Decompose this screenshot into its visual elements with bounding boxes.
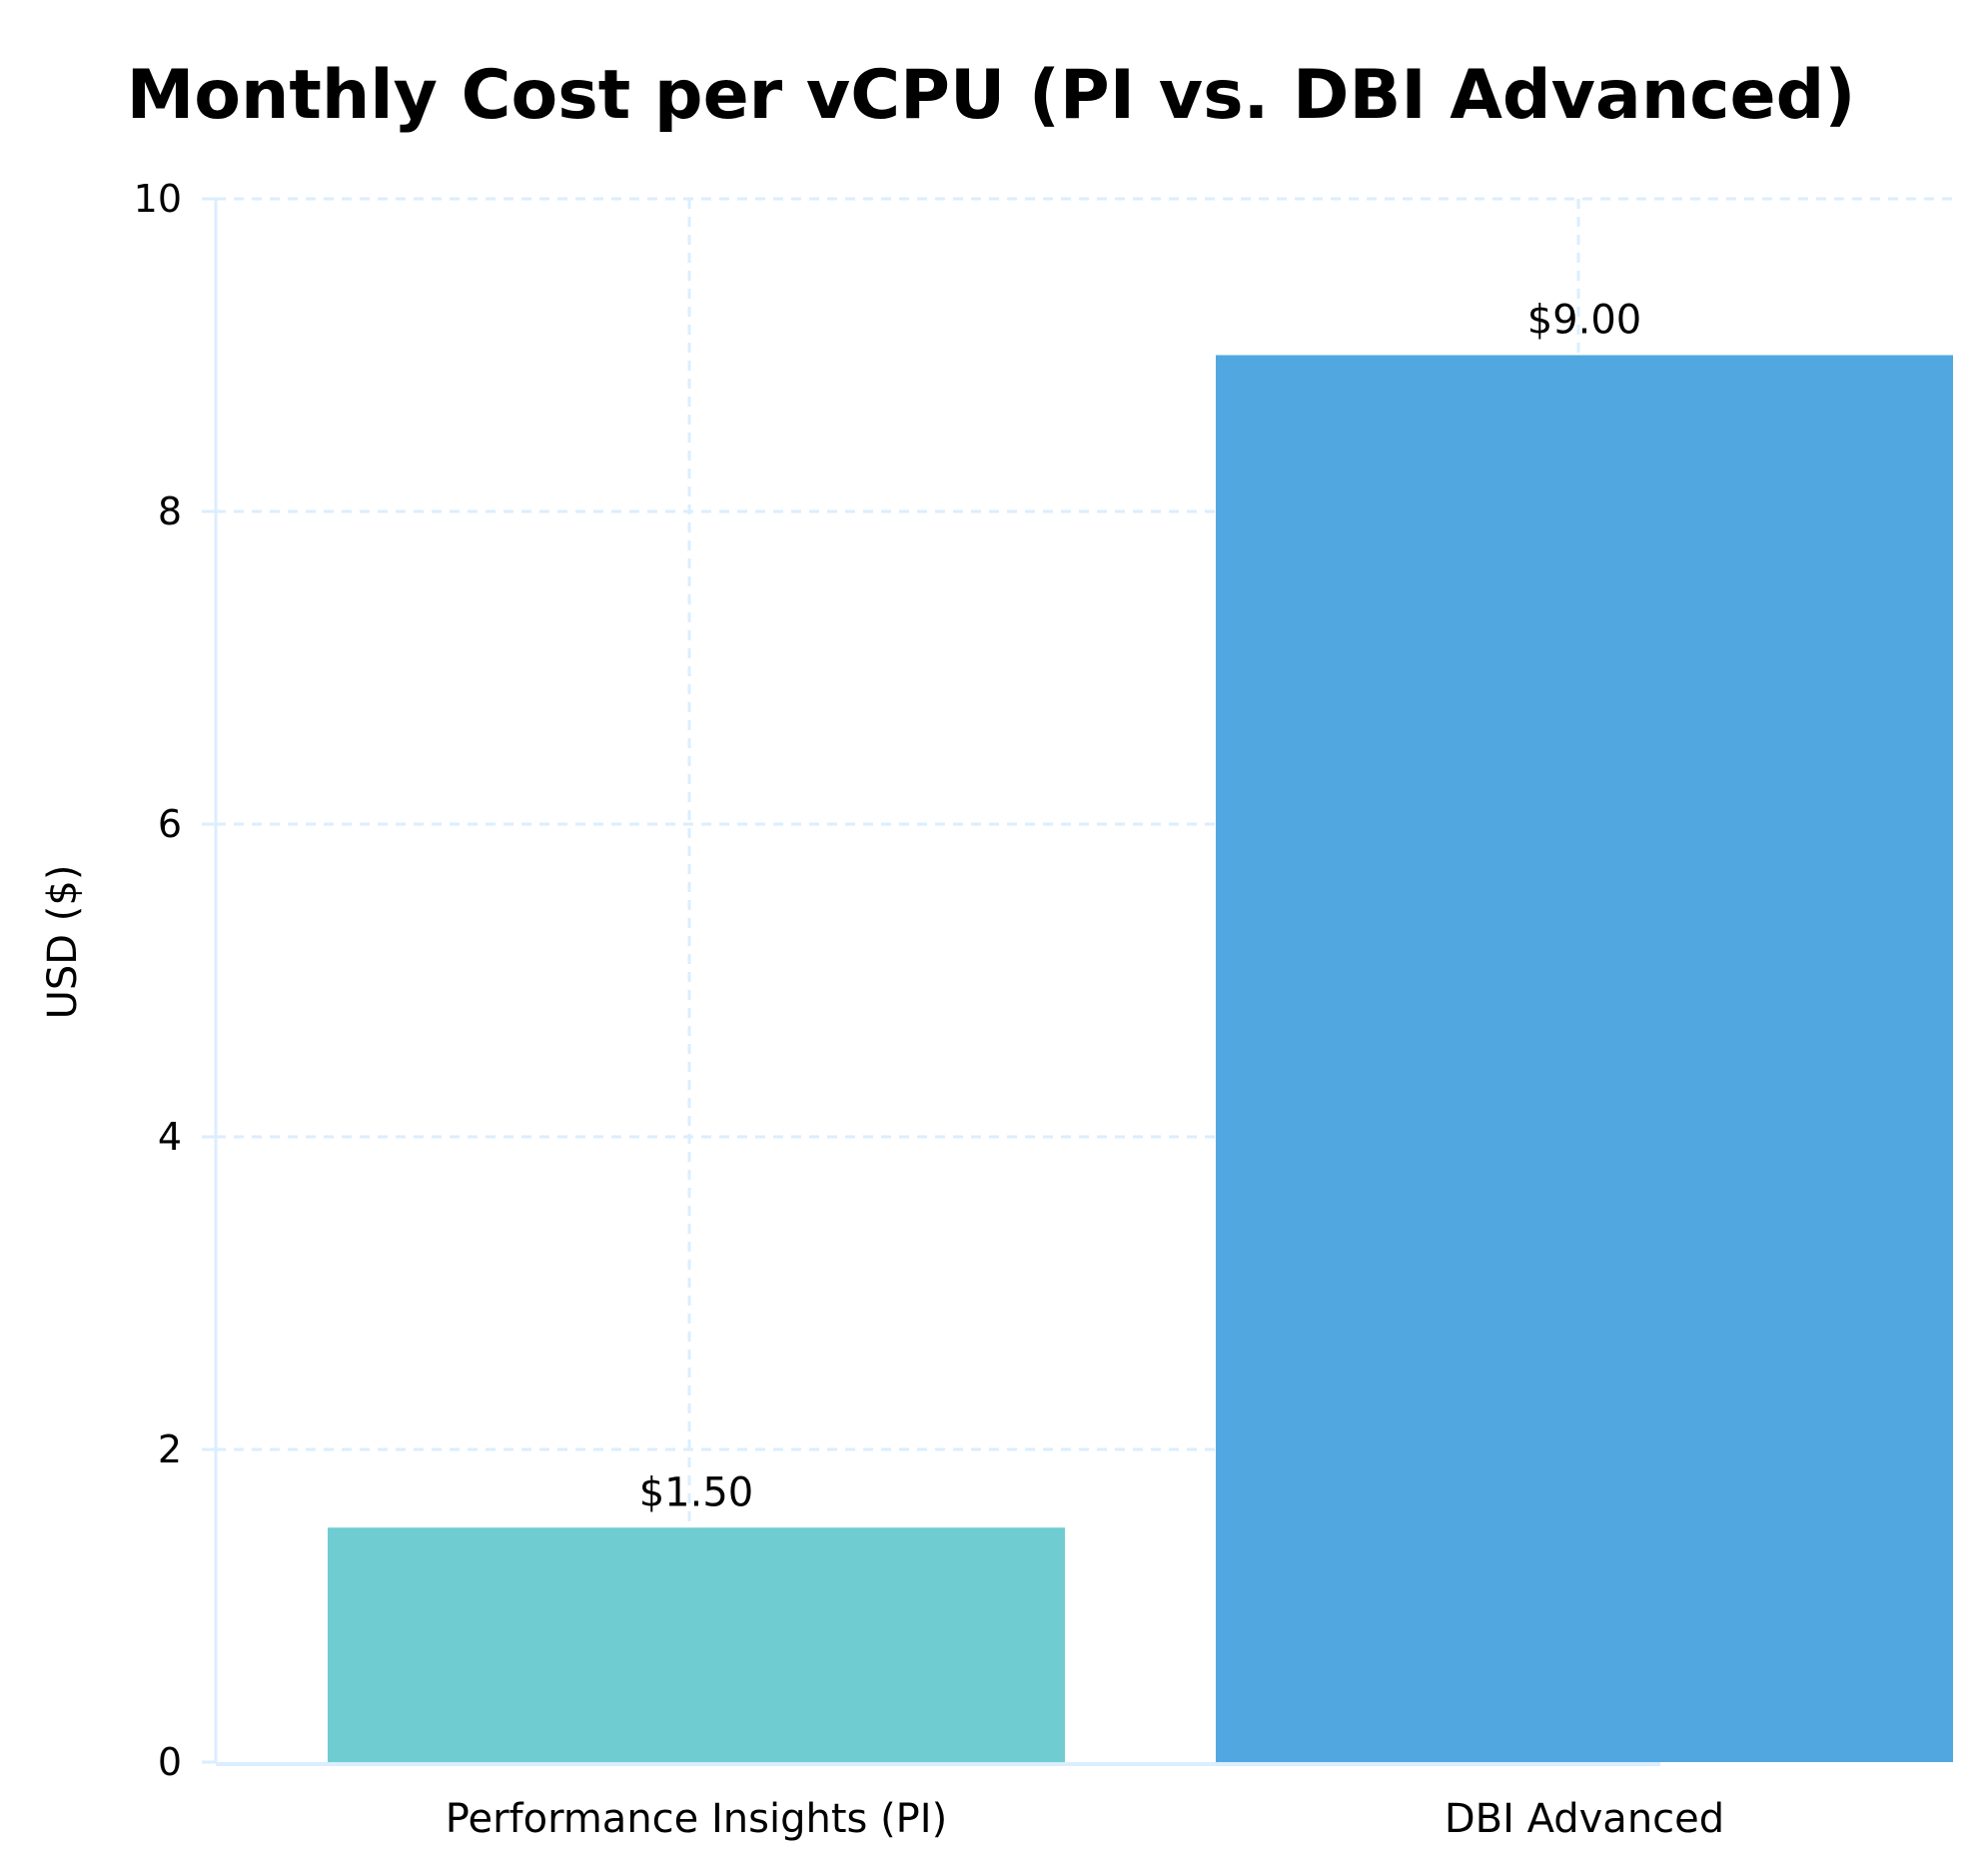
x-tick-label: Performance Insights (PI): [446, 1796, 947, 1842]
y-tick-label: 4: [158, 1115, 182, 1159]
y-ticks: 0 2 4 6 8 10: [134, 177, 182, 1784]
x-tick-label: DBI Advanced: [1445, 1796, 1724, 1842]
y-tick-label: 6: [158, 802, 182, 846]
y-tick-label: 2: [158, 1427, 182, 1471]
y-tick-label: 10: [134, 177, 182, 221]
axes: [202, 197, 1660, 1766]
bars: [328, 355, 1953, 1762]
x-ticks: Performance Insights (PI) DBI Advanced: [446, 1796, 1724, 1842]
data-label: $9.00: [1527, 298, 1642, 344]
y-tick-label: 0: [158, 1740, 182, 1784]
y-tick-label: 8: [158, 489, 182, 533]
bar-1: [1216, 355, 1953, 1762]
chart-title: Monthly Cost per vCPU (PI vs. DBI Advanc…: [127, 56, 1856, 135]
data-labels: $1.50 $9.00: [639, 298, 1642, 1516]
y-axis-label: USD ($): [40, 865, 86, 1020]
data-label: $1.50: [639, 1469, 754, 1515]
bar-0: [328, 1527, 1065, 1762]
